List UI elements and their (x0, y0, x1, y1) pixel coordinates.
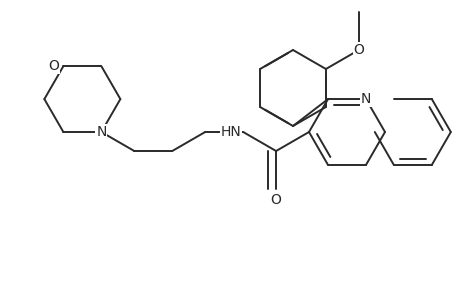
Text: HN: HN (220, 125, 241, 139)
Text: O: O (353, 43, 364, 57)
Text: N: N (360, 92, 370, 106)
Text: N: N (96, 125, 106, 139)
Text: O: O (270, 193, 281, 207)
Text: O: O (48, 59, 59, 73)
